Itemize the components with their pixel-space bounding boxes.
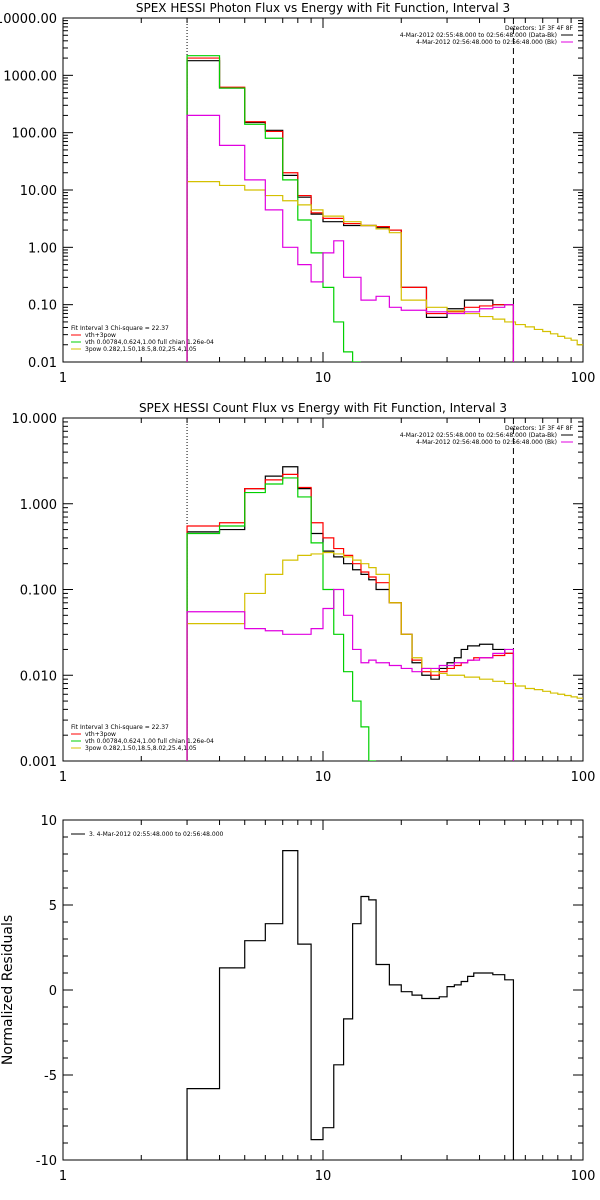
legend-residual-entry: 3. 4-Mar-2012 02:55:48.000 to 02:56:48.0… [89, 831, 224, 838]
y-tick-label: 100.00 [12, 127, 58, 142]
series-data-bk-line [186, 60, 515, 362]
chart-panel-2: SPEX HESSI Count Flux vs Energy with Fit… [12, 401, 596, 785]
legend-fit-entry: 3pow 0.282,1.50,18.5,8.02,25.4,1.05 [85, 346, 197, 353]
legend-top-right-entry: Detectors: 1F 3F 4F 8F [505, 25, 574, 32]
legend-fit-title: Fit Interval 3 Chi-square = 22.37 [71, 724, 169, 731]
x-tick-label: 100 [571, 770, 596, 785]
y-tick-label: 1000.00 [3, 69, 57, 84]
chart-panel-1: SPEX HESSI Photon Flux vs Energy with Fi… [0, 1, 595, 386]
legend-fit-entry: vth 0.00784,0.624,1.00 full chian 1.26e-… [85, 339, 214, 346]
y-tick-label: 10 [40, 814, 57, 829]
series-bk-line [186, 114, 515, 362]
legend-top-right-entry: 4-Mar-2012 02:56:48.000 to 02:56:48.000 … [416, 39, 557, 46]
y-tick-label: 1.000 [20, 498, 57, 513]
x-tick-label: 1 [59, 770, 67, 785]
series-vth-3pow-line [186, 473, 515, 761]
series-vth-3pow-line [186, 57, 515, 362]
x-tick-label: 100 [571, 371, 596, 386]
chart-title: SPEX HESSI Photon Flux vs Energy with Fi… [136, 1, 510, 15]
y-tick-label: 0.001 [20, 755, 57, 770]
legend-fit-entry: vth+3pow [85, 332, 116, 339]
y-tick-label: 10.000 [12, 412, 58, 427]
y-tick-label: 0.100 [20, 584, 57, 599]
series-3pow-line [186, 551, 583, 761]
y-tick-label: 1.00 [28, 241, 57, 256]
series-data-bk-line [186, 466, 515, 761]
legend-top-right-entry: Detectors: 1F 3F 4F 8F [505, 425, 574, 432]
legend-top-right-entry: 4-Mar-2012 02:55:48.000 to 02:56:48.000 … [400, 432, 557, 439]
chart-title: SPEX HESSI Count Flux vs Energy with Fit… [139, 401, 507, 415]
legend-fit-entry: vth+3pow [85, 731, 116, 738]
x-tick-label: 10 [315, 770, 332, 785]
series-3pow-line [186, 181, 583, 362]
x-tick-label: 100 [571, 1169, 596, 1184]
chart-panel-3: 1 10 100 -10 -5 0 5 10 Normalized Residuals 3. 4-… [0, 814, 595, 1184]
series-3-4-mar-2012-02-55-48-00-line [186, 850, 515, 1160]
legend-top-right-entry: 4-Mar-2012 02:56:48.000 to 02:56:48.000 … [416, 439, 557, 446]
x-tick-label: 1 [59, 371, 67, 386]
y-tick-label: 0 [49, 984, 57, 999]
legend-fit-title: Fit Interval 3 Chi-square = 22.37 [71, 325, 169, 332]
y-tick-label: 0.10 [28, 299, 57, 314]
y-tick-label: 10000.00 [0, 12, 57, 27]
series-group [186, 850, 515, 1160]
series-group [186, 55, 583, 362]
y-tick-label: 5 [49, 899, 57, 914]
series-group [186, 466, 583, 761]
x-tick-label: 10 [315, 1169, 332, 1184]
y-tick-label: -10 [36, 1154, 57, 1169]
legend-top-right-entry: 4-Mar-2012 02:55:48.000 to 02:56:48.000 … [400, 32, 557, 39]
y-axis-label: Normalized Residuals [0, 915, 16, 1065]
y-tick-label: -5 [44, 1069, 57, 1084]
y-tick-label: 10.00 [20, 184, 57, 199]
legend-fit-entry: 3pow 0.282,1.50,18.5,8.02,25.4,1.05 [85, 745, 197, 752]
y-tick-label: 0.010 [20, 669, 57, 684]
series-vth-line [186, 55, 361, 362]
plot-frame [62, 17, 584, 363]
legend-fit-entry: vth 0.00784,0.624,1.00 full chian 1.26e-… [85, 738, 214, 745]
y-tick-label: 0.01 [28, 356, 57, 371]
x-tick-label: 10 [315, 371, 332, 386]
series-bk-line [186, 588, 515, 761]
series-vth-line [186, 477, 377, 761]
plot-frame [62, 819, 584, 1161]
x-tick-label: 1 [59, 1169, 67, 1184]
